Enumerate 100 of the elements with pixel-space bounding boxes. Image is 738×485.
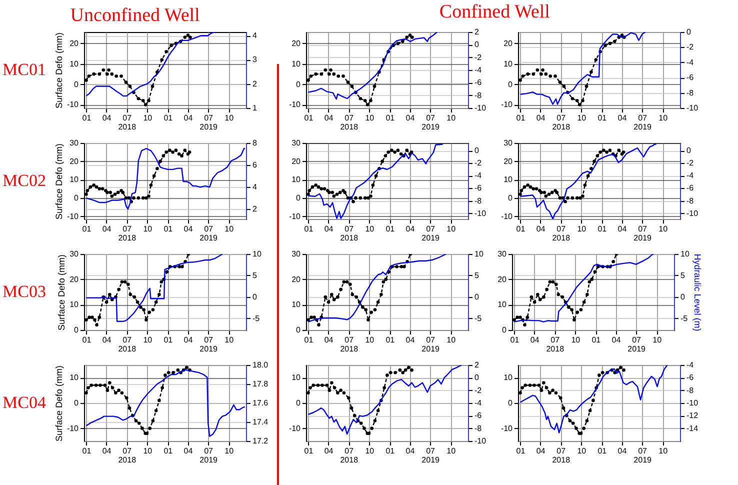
y-axis-title: Surface Defo (mm)	[54, 365, 64, 442]
y2-tick-label: -5	[474, 314, 482, 323]
y2-tick-label: -8	[686, 88, 694, 98]
y2-tick-label: 0	[252, 292, 258, 302]
y2-tick-label: -8	[474, 196, 482, 206]
y2-tick-label: 17.6	[252, 398, 269, 408]
y2-tick-label: 0	[686, 28, 692, 36]
x-tick-label: 10	[658, 114, 668, 122]
x-tick-label: 01	[386, 446, 396, 456]
x-tick-label: 10	[446, 336, 456, 344]
x-tick-label: 10	[143, 336, 153, 344]
y2-tick-label: 6	[252, 160, 258, 170]
y2-tick-label: 4	[252, 182, 258, 192]
x-tick-label: 01	[82, 114, 92, 122]
y-tick-label: 20	[292, 156, 302, 166]
x-tick-label: 10	[446, 224, 456, 234]
x-tick-label: 04	[406, 224, 416, 234]
x-tick-label: 01	[516, 114, 526, 122]
text: MC02	[2, 171, 46, 190]
chart-title: Unconfined Well	[70, 5, 200, 26]
x-tick-label: 04	[184, 336, 194, 344]
y-tick-label: 10	[504, 373, 514, 382]
x-tick-label: 04	[324, 224, 334, 234]
y2-tick-label: -4	[686, 360, 694, 370]
x-tick-label: 04	[536, 224, 546, 234]
x-tick-label: 07 2019	[422, 224, 440, 242]
x-tick-label: 10	[224, 224, 234, 234]
y-tick-label: -10	[500, 100, 514, 110]
y2-tick-label: -2	[474, 158, 482, 168]
y2-tick-label: 10	[252, 250, 262, 258]
x-tick-label: 07 2019	[422, 114, 440, 132]
y-tick-label: 0	[74, 398, 80, 408]
y-tick-label: 30	[292, 250, 302, 258]
x-tick-label: 01	[598, 446, 608, 456]
y-tick-label: 0	[296, 326, 302, 334]
x-tick-label: 04	[406, 114, 416, 122]
y2-tick-label: -10	[686, 208, 699, 218]
y-tick-label: 0	[296, 80, 302, 89]
y2-tick-label: -10	[686, 104, 699, 112]
y-tick-label: -10	[288, 212, 302, 221]
x-tick-label: 07 2018	[118, 114, 137, 132]
y-tick-label: 0	[296, 193, 302, 202]
y2-tick-label: 5	[252, 270, 258, 280]
y-axis-title: Surface Defo (mm)	[54, 32, 64, 109]
x-tick-label: 01	[598, 224, 608, 234]
y2-tick-label: -8	[474, 90, 482, 100]
x-tick-label: 10	[577, 224, 587, 234]
x-tick-label: 07 2018	[552, 224, 571, 242]
y-tick-label: -10	[66, 100, 80, 110]
y-tick-label: 0	[508, 398, 514, 408]
x-tick-label: 04	[324, 336, 334, 344]
x-tick-label: 01	[164, 336, 174, 344]
x-tick-label: 10	[224, 446, 234, 456]
y-tick-label: -10	[500, 212, 514, 221]
x-tick-label: 07 2019	[634, 114, 652, 132]
y-tick-label: 0	[508, 80, 514, 89]
x-tick-label: 01	[82, 224, 92, 234]
x-tick-label: 04	[324, 114, 334, 122]
x-tick-label: 01	[592, 336, 602, 344]
y-tick-label: 10	[504, 175, 514, 184]
y-tick-label: 30	[504, 138, 514, 148]
y2-tick-label: -14	[686, 424, 699, 433]
x-tick-label: 01	[304, 446, 314, 456]
y-tick-label: -10	[66, 212, 80, 221]
x-tick-label: 04	[406, 336, 416, 344]
x-tick-label: 01	[598, 114, 608, 122]
x-tick-label: 01	[304, 336, 314, 344]
x-tick-label: 07 2019	[200, 446, 218, 464]
chart-title: Confined Well	[439, 2, 550, 22]
x-tick-label: 10	[577, 446, 587, 456]
x-tick-label: 01	[164, 114, 174, 122]
y2-tick-label: 4	[252, 31, 258, 40]
x-tick-label: 04	[184, 224, 194, 234]
x-tick-label: 07 2018	[552, 446, 571, 464]
x-tick-label: 01	[516, 224, 526, 234]
x-tick-label: 10	[143, 114, 153, 122]
y-tick-label: 10	[70, 300, 80, 310]
x-tick-label: 07 2019	[200, 114, 218, 132]
y2-tick-label: -8	[686, 386, 694, 395]
x-tick-label: 10	[224, 336, 234, 344]
x-tick-label: 01	[304, 224, 314, 234]
y2-tick-label: -4	[474, 171, 482, 180]
x-tick-label: 07 2019	[628, 336, 646, 354]
y-tick-label: 10	[292, 373, 302, 382]
y2-tick-label: 0	[474, 292, 480, 302]
x-tick-label: 07 2019	[634, 446, 652, 464]
x-tick-label: 07 2019	[634, 224, 652, 242]
x-tick-label: 04	[530, 336, 540, 344]
y2-tick-label: -6	[474, 78, 482, 88]
x-tick-label: 04	[612, 336, 622, 344]
y-tick-label: 0	[74, 80, 80, 89]
x-tick-label: 01	[304, 114, 314, 122]
y-tick-label: 30	[70, 250, 80, 258]
y2-tick-label: 17.8	[252, 380, 269, 388]
y2-tick-label: 2	[474, 28, 480, 36]
y2-tick-label: -10	[686, 398, 699, 408]
y2-tick-label: -6	[474, 184, 482, 193]
y2-tick-label: -4	[686, 58, 694, 67]
x-tick-label: 07 2019	[200, 336, 218, 354]
x-tick-label: 10	[365, 224, 375, 234]
